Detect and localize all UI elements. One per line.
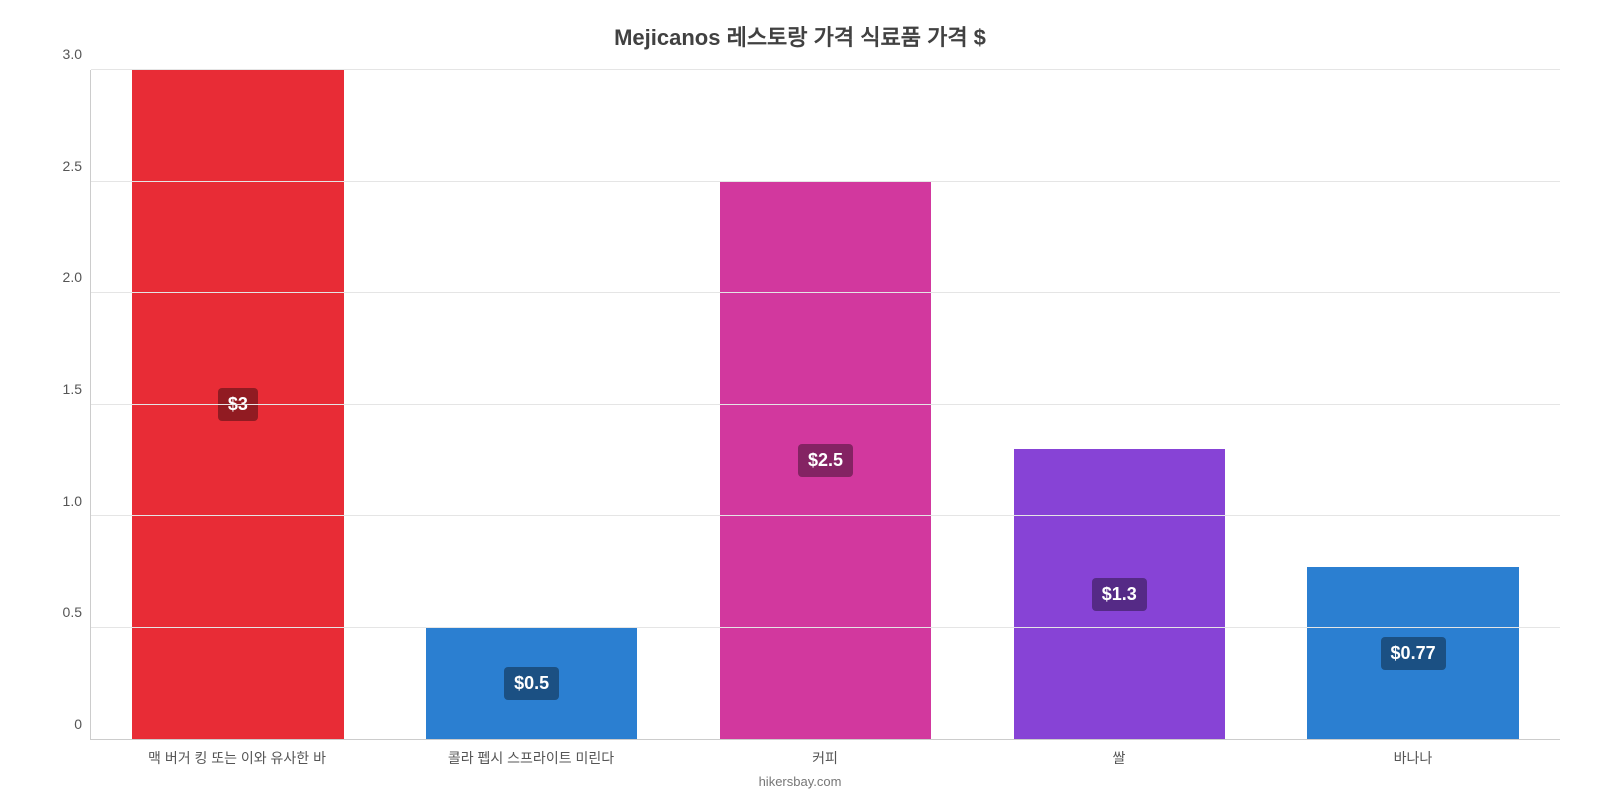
y-tick-label: 0.5	[63, 604, 82, 620]
grid-line	[91, 69, 1560, 70]
chart-title: Mejicanos 레스토랑 가격 식료품 가격 $	[40, 20, 1560, 52]
grid-line	[91, 627, 1560, 628]
x-tick-label: 콜라 펩시 스프라이트 미린다	[384, 748, 678, 768]
value-badge: $0.5	[504, 667, 559, 700]
y-tick-label: 1.0	[63, 493, 82, 509]
chart-container: Mejicanos 레스토랑 가격 식료품 가격 $ 0 0.5 1.0 1.5 2.0…	[0, 0, 1600, 800]
bar: $0.5	[426, 628, 638, 740]
value-badge: $1.3	[1092, 578, 1147, 611]
grid-line	[91, 292, 1560, 293]
bar: $3	[132, 70, 344, 739]
plot-wrapper: 00.51.01.52.02.53.0 $3$0.5$2.5$1.3$0.77	[40, 70, 1560, 740]
y-tick-label: 1.5	[63, 381, 82, 397]
bar: $2.5	[720, 182, 932, 740]
attribution-text: hikersbay.com	[40, 774, 1560, 789]
y-tick-label: 3.0	[63, 46, 82, 62]
bar: $1.3	[1014, 449, 1226, 739]
bar-slot: $2.5	[679, 70, 973, 739]
y-tick-label: 2.0	[63, 269, 82, 285]
bar-slot: $0.5	[385, 70, 679, 739]
plot-area: $3 $0.5 $2.5 $1.3 $0.77	[90, 70, 1560, 740]
value-badge: $0.77	[1381, 637, 1446, 670]
bar-slot: $3	[91, 70, 385, 739]
x-tick-label: 쌀	[972, 748, 1266, 768]
grid-line	[91, 181, 1560, 182]
grid-line	[91, 515, 1560, 516]
bar-slot: $0.77	[1266, 70, 1560, 739]
bar: $0.77	[1307, 567, 1519, 739]
x-tick-label: 커피	[678, 748, 972, 768]
x-tick-label: 맥 버거 킹 또는 이와 유사한 바	[90, 748, 384, 768]
value-badge: $3	[218, 388, 258, 421]
x-tick-label: 바나나	[1266, 748, 1560, 768]
y-tick-label: 2.5	[63, 158, 82, 174]
value-badge: $2.5	[798, 444, 853, 477]
y-axis: 00.51.01.52.02.53.0	[40, 70, 90, 740]
bars-region: $3 $0.5 $2.5 $1.3 $0.77	[91, 70, 1560, 739]
bar-slot: $1.3	[972, 70, 1266, 739]
x-axis-labels: 맥 버거 킹 또는 이와 유사한 바콜라 펩시 스프라이트 미린다커피쌀바나나	[90, 748, 1560, 768]
grid-line	[91, 404, 1560, 405]
y-tick-label: 0	[74, 716, 82, 732]
